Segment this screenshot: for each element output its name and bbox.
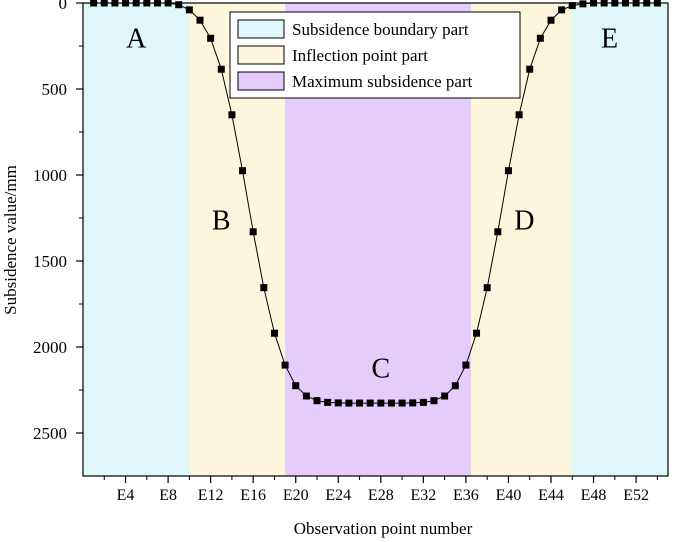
legend-label-maximum: Maximum subsidence part (292, 72, 473, 91)
region-labels: A B C D E (126, 23, 618, 384)
data-point (451, 382, 459, 390)
x-tick-label: E48 (581, 487, 607, 504)
region-label-c: C (371, 354, 390, 385)
data-point (164, 0, 172, 7)
y-axis-label: Subsidence value/mm (1, 165, 20, 315)
data-point (239, 167, 247, 175)
region-band-a (83, 3, 190, 476)
data-point (122, 0, 130, 7)
data-point (621, 0, 629, 7)
data-point (611, 0, 619, 7)
x-tick-label: E20 (283, 487, 309, 504)
x-axis-label: Observation point number (294, 519, 473, 538)
data-point (473, 329, 481, 337)
data-point (132, 0, 140, 7)
data-point (324, 398, 332, 406)
legend-swatch-inflection (237, 45, 285, 65)
legend-swatch-maximum (237, 71, 285, 91)
data-point (494, 228, 502, 236)
y-tick-label: 1500 (33, 252, 67, 271)
legend-swatch-boundary (237, 19, 285, 39)
plot-frame (82, 2, 669, 477)
data-point (292, 382, 300, 390)
subsidence-series (90, 0, 661, 407)
data-point (302, 392, 310, 400)
x-tick-label: E4 (117, 487, 135, 504)
data-point (579, 0, 587, 8)
data-point (515, 111, 523, 119)
data-point (207, 34, 215, 42)
region-band-e (572, 3, 668, 476)
data-point (313, 397, 321, 405)
data-point (483, 284, 491, 292)
data-point (526, 65, 534, 73)
data-point (217, 65, 225, 73)
data-point (90, 0, 98, 7)
data-point (260, 284, 268, 292)
data-point (441, 392, 449, 400)
data-point (632, 0, 640, 7)
y-tick-label: 1000 (33, 166, 67, 185)
x-tick-label: E16 (240, 487, 266, 504)
region-label-a: A (126, 23, 147, 54)
x-tick-label: E44 (538, 487, 564, 504)
data-point (111, 0, 119, 7)
data-point (504, 167, 512, 175)
y-tick-label: 2000 (33, 338, 67, 357)
x-tick-label: E32 (410, 487, 436, 504)
data-point (547, 16, 555, 24)
data-point (377, 399, 385, 407)
data-point (600, 0, 608, 7)
data-point (100, 0, 108, 7)
data-point (643, 0, 651, 7)
data-point (185, 6, 193, 14)
data-point (430, 397, 438, 405)
data-point (356, 399, 364, 407)
data-point (398, 399, 406, 407)
x-tick-label: E12 (198, 487, 224, 504)
axes: 0 500 1000 1500 2000 2500 E4 E8 E12 E16 E20 E24 E28 E… (33, 0, 669, 504)
legend-label-boundary: Subsidence boundary part (292, 20, 469, 39)
data-point (536, 34, 544, 42)
data-point (345, 399, 353, 407)
data-point (419, 398, 427, 406)
data-point (270, 329, 278, 337)
data-point (387, 399, 395, 407)
data-point (281, 361, 289, 369)
region-label-d: D (514, 206, 534, 237)
legend: Subsidence boundary part Inflection point… (229, 11, 521, 99)
region-label-b: B (212, 206, 231, 237)
data-point (153, 0, 161, 7)
data-point (143, 0, 151, 7)
data-point (568, 2, 576, 10)
x-tick-label: E28 (368, 487, 394, 504)
x-tick-label: E36 (453, 487, 479, 504)
data-point (462, 361, 470, 369)
region-label-e: E (601, 23, 618, 54)
y-tick-label: 2500 (33, 424, 67, 443)
x-tick-label: E52 (623, 487, 649, 504)
data-point (228, 111, 236, 119)
data-point (175, 1, 183, 9)
data-point (409, 399, 417, 407)
data-point (334, 399, 342, 407)
data-point (558, 6, 566, 14)
x-tick-label: E40 (496, 487, 522, 504)
data-point (366, 399, 374, 407)
y-tick-label: 0 (59, 0, 68, 13)
data-point (196, 16, 204, 24)
data-point (653, 0, 661, 7)
x-tick-label: E24 (325, 487, 351, 504)
x-tick-label: E8 (159, 487, 177, 504)
y-tick-label: 500 (42, 80, 68, 99)
data-point (590, 0, 598, 7)
legend-label-inflection: Inflection point part (292, 46, 428, 65)
data-point (249, 228, 257, 236)
